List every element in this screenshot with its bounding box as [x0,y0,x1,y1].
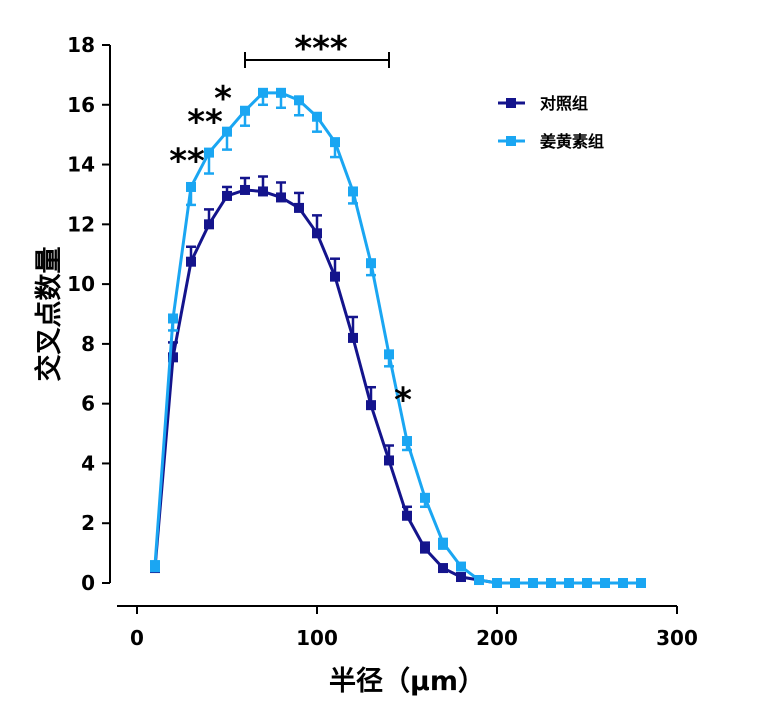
data-point [240,184,250,195]
significance-marker: ** [169,142,205,182]
data-point [600,578,610,588]
series-line [153,91,641,585]
data-point [186,256,196,267]
y-tick-label: 2 [81,511,95,535]
data-point [456,572,466,583]
data-point [222,126,232,137]
significance-marker: ** [187,103,223,143]
legend-swatch-marker [506,98,516,108]
significance-marker: * [394,381,412,421]
data-point [492,578,502,588]
data-point [258,87,268,98]
series-group [150,87,646,588]
data-point [420,543,430,554]
data-point [636,578,646,588]
data-point [438,563,448,574]
data-point [348,332,358,343]
x-tick-label: 300 [656,626,698,650]
x-tick-label: 0 [130,626,144,650]
data-point [222,190,232,201]
series-1 [150,87,646,588]
y-tick-label: 16 [67,93,95,117]
data-point [348,186,358,197]
annotations: ********* [169,29,412,421]
data-point [186,181,196,192]
data-point [510,578,520,588]
legend-swatch-marker [506,136,516,146]
data-point [312,228,322,239]
data-point [168,313,178,324]
data-point [240,105,250,116]
data-point [528,578,538,588]
data-point [312,111,322,122]
legend-label: 对照组 [540,94,588,113]
data-point [546,578,556,588]
data-point [168,352,178,363]
data-point [330,137,340,148]
y-tick-label: 8 [81,332,95,356]
data-point [402,436,412,447]
data-point [258,186,268,197]
data-point [204,219,214,230]
axes: 0 100 200 300 0 2 4 6 8 10 12 14 16 18 [67,33,698,650]
y-tick-label: 6 [81,392,95,416]
data-point [294,202,304,213]
data-point [564,578,574,588]
data-point [420,492,430,503]
y-axis-label: 交叉点数量 [33,247,65,382]
data-point [456,561,466,572]
data-point [366,258,376,269]
data-point [366,400,376,411]
data-point [150,560,160,571]
data-point [384,455,394,466]
data-point [384,349,394,360]
significance-marker: * [214,79,232,119]
x-axis-label: 半径（μm） [329,666,485,697]
data-point [204,147,214,158]
data-point [474,575,484,586]
significance-marker: *** [294,29,348,69]
y-tick-label: 18 [67,33,95,57]
data-point [618,578,628,588]
x-tick-label: 200 [476,626,518,650]
data-point [330,271,340,282]
data-point [402,510,412,521]
y-tick-label: 12 [67,212,95,236]
legend-label: 姜黄素组 [540,132,604,151]
data-point [294,95,304,106]
x-tick-label: 100 [296,626,338,650]
data-point [276,87,286,98]
y-tick-label: 0 [81,571,95,595]
y-tick-label: 14 [67,153,95,177]
y-tick-label: 10 [67,272,95,296]
data-point [276,192,286,203]
data-point [438,537,448,548]
data-point [582,578,592,588]
y-tick-label: 4 [81,451,95,475]
